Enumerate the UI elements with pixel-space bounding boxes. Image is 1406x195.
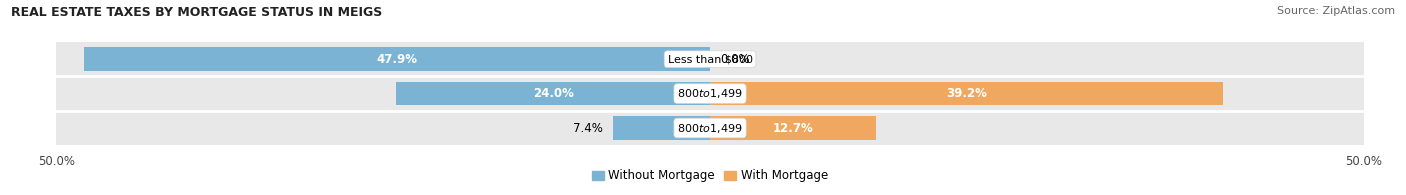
Bar: [710, 82, 1223, 105]
Text: Source: ZipAtlas.com: Source: ZipAtlas.com: [1277, 6, 1395, 16]
Text: Less than $800: Less than $800: [668, 54, 752, 64]
Text: 39.2%: 39.2%: [946, 87, 987, 100]
Text: 7.4%: 7.4%: [572, 121, 603, 135]
Bar: [56, 111, 1364, 145]
Text: $800 to $1,499: $800 to $1,499: [678, 121, 742, 135]
Text: 12.7%: 12.7%: [773, 121, 814, 135]
Bar: [613, 116, 710, 140]
Bar: [396, 82, 710, 105]
Text: 47.9%: 47.9%: [377, 53, 418, 66]
Text: 24.0%: 24.0%: [533, 87, 574, 100]
Legend: Without Mortgage, With Mortgage: Without Mortgage, With Mortgage: [588, 165, 832, 187]
Text: REAL ESTATE TAXES BY MORTGAGE STATUS IN MEIGS: REAL ESTATE TAXES BY MORTGAGE STATUS IN …: [11, 6, 382, 19]
Bar: [710, 116, 876, 140]
Text: $800 to $1,499: $800 to $1,499: [678, 87, 742, 100]
Bar: [84, 48, 710, 71]
Bar: [56, 42, 1364, 76]
Bar: [56, 76, 1364, 111]
Text: 0.0%: 0.0%: [720, 53, 751, 66]
